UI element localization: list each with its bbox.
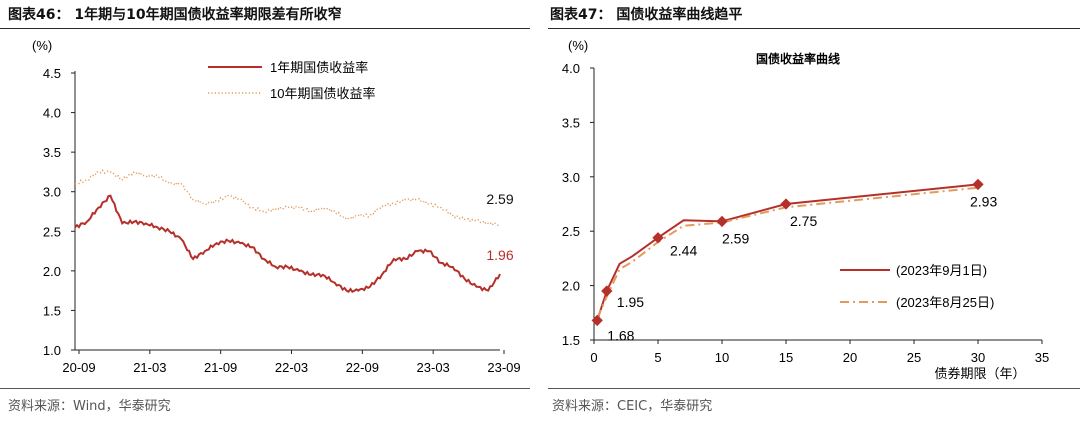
- right-panel: 图表47： 国债收益率曲线趋平 (%) 国债收益率曲线 1.5 2.0 2.5 3.0 3.…: [548, 0, 1080, 424]
- left-x-tick-label: 21-09: [204, 360, 237, 375]
- right-data-label: 1.68: [607, 327, 634, 343]
- left-end-label-1: 1.96: [486, 247, 513, 263]
- right-y-tick-label: 4.0: [562, 61, 580, 76]
- left-x-tick-label: 22-03: [275, 360, 308, 375]
- right-data-marker: [780, 198, 792, 210]
- right-legend-label-2: (2023年8月25日): [896, 295, 994, 310]
- left-source-note: 资料来源：Wind，华泰研究: [8, 399, 171, 414]
- left-y-tick-label: 1.0: [43, 343, 61, 358]
- right-y-tick-label: 2.0: [562, 279, 580, 294]
- right-data-label: 2.44: [670, 243, 697, 259]
- right-title-rule: [548, 28, 1080, 29]
- right-data-marker: [716, 215, 728, 228]
- left-y-unit: (%): [32, 38, 52, 53]
- right-data-marker: [972, 178, 984, 191]
- left-y-tick-label: 1.5: [43, 303, 61, 318]
- right-x-tick-label: 35: [1035, 350, 1049, 365]
- right-x-axis-label: 债券期限（年）: [934, 366, 1025, 381]
- right-x-tick-label: 0: [590, 350, 597, 365]
- left-y-tick-label: 4.0: [43, 106, 61, 121]
- left-y-tick-label: 3.5: [43, 145, 61, 160]
- right-x-tick-label: 10: [715, 350, 729, 365]
- left-series-line-2: [74, 169, 501, 227]
- right-data-label: 1.95: [617, 294, 644, 310]
- right-y-tick-label: 1.5: [562, 333, 580, 348]
- left-y-tick-label: 3.0: [43, 185, 61, 200]
- right-data-label: 2.75: [790, 213, 817, 229]
- right-x-tick-label: 5: [654, 350, 661, 365]
- right-data-label: 2.59: [722, 230, 749, 246]
- left-panel: 图表46： 1年期与10年期国债收益率期限差有所收窄 (%) 1.0 1.5 2.0 2…: [0, 0, 530, 424]
- right-y-unit: (%): [568, 38, 588, 53]
- left-x-tick-label: 21-03: [133, 360, 166, 375]
- left-title-rule: [0, 28, 530, 29]
- right-x-tick-label: 20: [843, 350, 857, 365]
- left-legend-label-1: 1年期国债收益率: [270, 60, 368, 75]
- left-y-tick-label: 2.5: [43, 224, 61, 239]
- left-x-tick-label: 23-03: [417, 360, 450, 375]
- left-y-tick-label: 2.0: [43, 264, 61, 279]
- right-source-rule: [548, 388, 1080, 389]
- right-x-tick-label: 30: [971, 350, 985, 365]
- right-legend-label-1: (2023年9月1日): [896, 263, 987, 278]
- left-legend-label-2: 10年期国债收益率: [270, 86, 375, 101]
- right-figure-title: 图表47： 国债收益率曲线趋平: [550, 7, 743, 23]
- left-x-tick-label: 20-09: [62, 360, 95, 375]
- left-figure-title: 图表46： 1年期与10年期国债收益率期限差有所收窄: [8, 7, 342, 23]
- left-series-line-1: [74, 194, 501, 293]
- left-x-tick-label: 23-09: [487, 360, 520, 375]
- right-chart-title: 国债收益率曲线: [756, 51, 840, 66]
- left-source-rule: [0, 388, 530, 389]
- left-chart: (%) 1.0 1.5 2.0 2.5 3.0 3.5 4.0 4.5 20-09 21-03 21-…: [32, 38, 521, 375]
- right-x-tick-label: 15: [779, 350, 793, 365]
- right-chart: (%) 国债收益率曲线 1.5 2.0 2.5 3.0 3.5 4.0 0 5 10 15 20 25 30…: [562, 38, 1049, 381]
- right-x-tick-label: 25: [907, 350, 921, 365]
- right-y-tick-label: 3.0: [562, 170, 580, 185]
- right-source-note: 资料来源：CEIC，华泰研究: [552, 399, 713, 414]
- left-x-tick-label: 22-09: [346, 360, 379, 375]
- right-data-label: 2.93: [970, 193, 997, 209]
- left-y-tick-label: 4.5: [43, 66, 61, 81]
- right-data-marker: [591, 314, 603, 327]
- right-y-tick-label: 2.5: [562, 224, 580, 239]
- left-end-label-2: 2.59: [486, 191, 513, 207]
- right-y-tick-label: 3.5: [562, 115, 580, 130]
